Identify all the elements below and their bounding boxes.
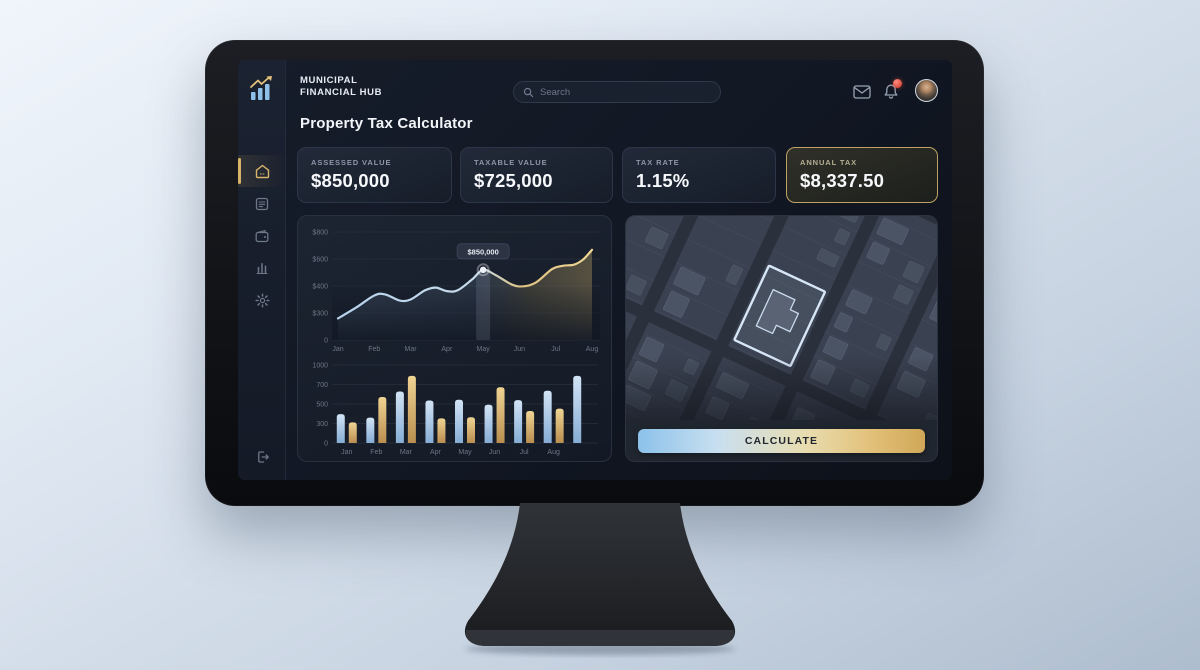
svg-text:Jun: Jun [489,449,500,456]
sidebar-item-wallet[interactable] [238,220,286,252]
charts-panel: $800 $600 $400 $300 0 Jan Feb Mar Apr May Jun Jul Au… [297,215,612,462]
selected-building-footprint [755,288,800,335]
notification-dot [893,79,902,88]
card-label: ANNUAL TAX [800,158,858,167]
notifications-button[interactable] [883,79,902,105]
svg-text:$600: $600 [312,257,328,264]
page-title: Property Tax Calculator [300,115,473,132]
settings-icon gear-icon [254,292,270,308]
svg-text:$800: $800 [312,230,328,237]
svg-text:$850,000: $850,000 [467,247,498,256]
search-icon [523,87,534,97]
svg-text:$300: $300 [312,311,328,318]
documents-icon [255,197,269,211]
sidebar-item-logout[interactable] [238,441,286,473]
sidebar-item-settings[interactable] [238,284,286,316]
monitor-stand [464,503,736,655]
svg-text:Jun: Jun [514,346,525,353]
svg-text:Apr: Apr [430,449,442,456]
svg-text:Jul: Jul [551,346,560,353]
svg-text:Feb: Feb [368,346,380,353]
monitor-frame: MUNICIPAL FINANCIAL HUB [205,40,984,506]
app-name-line1: MUNICIPAL [300,75,358,86]
value-trend-area-chart: $800 $600 $400 $300 0 Jan Feb Mar Apr May Jun Jul Au… [312,230,600,353]
svg-text:300: 300 [316,421,328,428]
card-annual-tax: ANNUAL TAX $8,337.50 [786,147,938,203]
card-value: $850,000 [311,170,390,191]
avatar[interactable] [915,79,938,102]
monthly-tax-bar-chart: 1000 700 500 300 0 Jan Feb Mar Apr May Jun Jul Aug [312,363,598,456]
logout-icon [258,451,269,463]
map-wrap [626,216,937,420]
card-tax-rate: TAX RATE 1.15% [622,147,776,203]
search-input[interactable] [540,86,711,98]
svg-text:Aug: Aug [547,449,560,456]
sidebar-item-documents[interactable] [238,188,286,220]
svg-text:Mar: Mar [405,346,418,353]
home-icon [255,164,269,178]
wallet-icon [255,229,269,243]
screen: MUNICIPAL FINANCIAL HUB [238,60,952,480]
card-label: TAX RATE [636,158,680,167]
chart-tooltip [456,243,510,260]
mail-icon [853,85,871,99]
svg-text:May: May [477,346,491,353]
highlight-dot [479,266,487,273]
parcel-map[interactable] [626,216,937,420]
sidebar-item-analytics[interactable] [238,252,286,284]
main-content: MUNICIPAL FINANCIAL HUB [286,60,952,480]
card-taxable-value: TAXABLE VALUE $725,000 [460,147,613,203]
calculate-button[interactable]: CALCULATE [638,429,925,453]
svg-text:Aug: Aug [586,346,599,353]
card-value: 1.15% [636,170,690,191]
svg-text:0: 0 [324,441,328,448]
search-box[interactable] [513,81,721,103]
sidebar-item-home[interactable] [238,155,286,187]
highlight-band [476,271,491,340]
card-label: TAXABLE VALUE [474,158,548,167]
svg-text:1000: 1000 [312,363,328,370]
map-panel: CALCULATE [625,215,938,462]
svg-text:Jan: Jan [341,449,352,456]
svg-text:Feb: Feb [370,449,382,456]
svg-text:0: 0 [324,338,328,345]
analytics-icon [256,263,268,274]
svg-text:Jul: Jul [520,449,529,456]
card-assessed-value: ASSESSED VALUE $850,000 [297,147,452,203]
app-logo bar-chart-trend-icon [250,76,272,100]
mail-button[interactable] [853,85,871,104]
app-name: MUNICIPAL FINANCIAL HUB [300,75,382,98]
svg-text:$400: $400 [312,284,328,291]
card-label: ASSESSED VALUE [311,158,392,167]
card-value: $8,337.50 [800,170,885,191]
sidebar [238,60,286,480]
app-name-line2: FINANCIAL HUB [300,86,383,98]
svg-text:Apr: Apr [441,346,453,353]
svg-text:May: May [458,449,472,456]
svg-text:700: 700 [316,382,328,389]
svg-text:500: 500 [316,402,328,409]
svg-text:Jan: Jan [332,346,343,353]
card-value: $725,000 [474,170,553,191]
svg-text:Mar: Mar [400,449,413,456]
